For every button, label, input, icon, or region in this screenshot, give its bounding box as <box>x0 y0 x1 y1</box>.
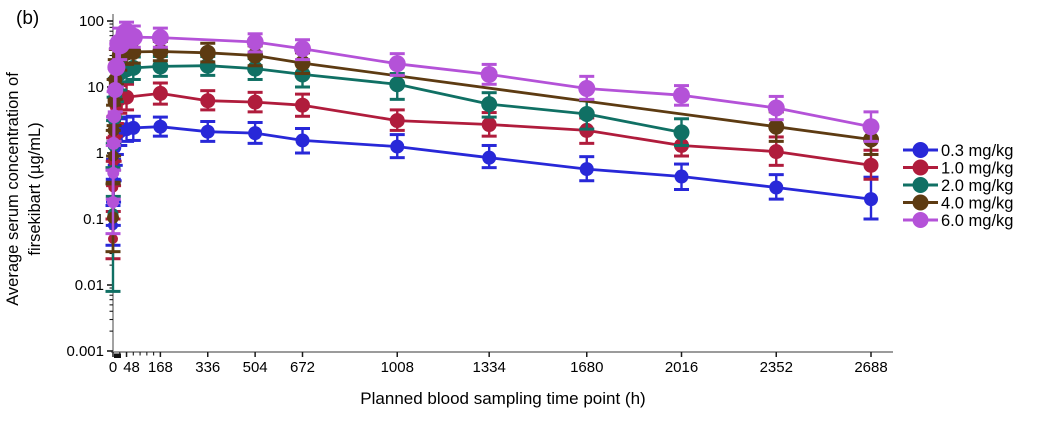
data-point-marker <box>107 166 120 179</box>
data-point-marker <box>390 139 405 154</box>
series-6.0-mg-kg <box>105 20 880 236</box>
data-point-marker <box>107 58 126 77</box>
y-tick-label: 100 <box>79 13 104 30</box>
x-tick-label: 168 <box>148 359 173 376</box>
data-point-marker <box>864 192 879 207</box>
data-point-marker <box>578 105 595 122</box>
series-2.0-mg-kg <box>105 54 690 293</box>
legend-marker <box>912 142 929 158</box>
legend-label: 1.0 mg/kg <box>941 160 1013 178</box>
data-point-marker <box>389 113 405 129</box>
data-point-marker <box>107 109 122 124</box>
data-point-marker <box>152 58 169 75</box>
data-point-marker <box>674 169 689 184</box>
data-point-marker <box>768 144 784 160</box>
data-point-marker <box>481 96 498 113</box>
y-tick-label: 1 <box>96 145 104 162</box>
panel-label: (b) <box>16 8 40 29</box>
legend-label: 0.3 mg/kg <box>941 142 1013 160</box>
legend-marker <box>912 159 929 176</box>
data-point-marker <box>862 118 880 136</box>
legend-marker <box>912 194 929 211</box>
data-point-marker <box>152 85 168 101</box>
y-tick-label: 0.01 <box>75 277 104 294</box>
data-point-marker <box>123 27 143 47</box>
series-line <box>111 125 872 226</box>
legend-marker <box>912 212 929 228</box>
x-axis-title: Planned blood sampling time point (h) <box>360 389 646 408</box>
data-point-marker <box>247 94 263 110</box>
x-tick-label: 1680 <box>570 359 603 376</box>
data-point-marker <box>246 33 264 51</box>
y-axis-title: Average serum concentration of firsekiba… <box>1 19 47 359</box>
legend-marker <box>912 177 929 193</box>
data-point-marker <box>200 124 215 139</box>
data-point-marker <box>578 79 596 97</box>
legend: 0.3 mg/kg1.0 mg/kg2.0 mg/kg4.0 mg/kg6.0 … <box>903 142 1013 230</box>
data-point-marker <box>769 180 784 195</box>
data-point-marker <box>388 55 406 73</box>
data-point-marker <box>389 76 406 93</box>
data-point-marker <box>768 118 785 135</box>
y-axis-title-line1: Average serum concentration of <box>4 72 22 306</box>
data-point-marker <box>295 133 310 148</box>
x-tick-label: 672 <box>290 359 315 376</box>
data-point-marker <box>200 93 216 109</box>
data-point-marker <box>153 119 168 134</box>
data-point-marker <box>579 162 594 177</box>
data-point-marker <box>107 82 124 99</box>
data-point-marker <box>673 86 691 104</box>
data-point-marker <box>673 124 690 141</box>
x-tick-label: 48 <box>123 359 140 376</box>
legend-label: 4.0 mg/kg <box>941 195 1013 213</box>
data-point-marker <box>107 136 121 150</box>
x-tick-label: 1008 <box>381 359 414 376</box>
y-axis-title-line2: firsekibart (µg/mL) <box>26 122 44 256</box>
data-point-marker <box>482 150 497 165</box>
x-tick-label: 2352 <box>760 359 793 376</box>
data-point-marker <box>294 40 312 58</box>
legend-label: 6.0 mg/kg <box>941 212 1013 230</box>
data-point-marker <box>151 29 169 47</box>
data-point-marker <box>863 157 879 173</box>
data-point-marker <box>126 120 141 135</box>
data-point-marker <box>295 97 311 113</box>
x-tick-label: 336 <box>195 359 220 376</box>
x-tick-label: 504 <box>243 359 268 376</box>
y-tick-label: 0.001 <box>66 343 104 360</box>
data-point-marker <box>248 126 263 141</box>
data-point-marker <box>481 117 497 133</box>
x-tick-label: 1334 <box>472 359 505 376</box>
x-tick-label: 2688 <box>854 359 887 376</box>
data-point-marker <box>199 44 216 61</box>
axes: 100 10 1 0.1 0.01 0.001 0 48 168 336 504 672 1008 133… <box>66 13 893 376</box>
y-tick-label: 0.1 <box>83 211 104 228</box>
x-tick-label: 2016 <box>665 359 698 376</box>
data-point-marker <box>107 196 119 209</box>
y-tick-label: 10 <box>87 79 104 96</box>
data-point-marker <box>767 99 785 117</box>
data-point-marker <box>480 65 498 83</box>
x-tick-label: 0 <box>109 359 117 376</box>
x-axis-origin-marker <box>114 353 121 358</box>
legend-label: 2.0 mg/kg <box>941 177 1013 195</box>
